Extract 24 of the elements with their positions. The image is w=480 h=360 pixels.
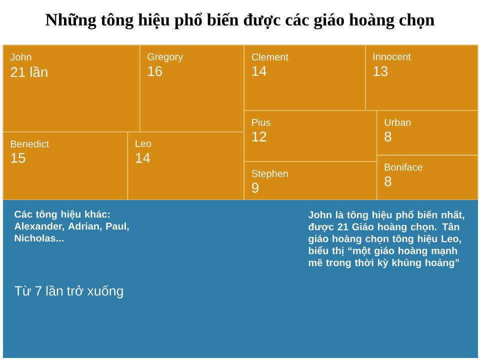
text: John là tông hiệu phổ biến nhất, được 21 Giáo hoàng chọn. Tân giáo hoàng chọn tông hiệu Leo, biểu thị “một giáo hoàng mạnh mẽ trong thời kỳ khủng hoảng” <box>308 210 464 268</box>
category-label: Gregory <box>148 53 184 62</box>
text: Từ 7 lần trở xuống <box>14 285 123 298</box>
data-label: 8 <box>384 132 392 142</box>
text: Các tông hiệu khác: Alexander, Adrian, Paul, Nicholas... <box>14 210 129 242</box>
category-label: Benedict <box>11 140 49 148</box>
data-label: 21 lần <box>10 66 48 78</box>
data-label: 9 <box>252 182 258 193</box>
category-label: Urban <box>384 118 411 126</box>
category-label: John <box>10 53 32 61</box>
text: Những tông hiệu phổ biến được các giáo hoàng chọn <box>46 12 434 30</box>
data-label: 15 <box>11 153 26 163</box>
category-label: Pius <box>252 118 270 126</box>
category-label: Stephen <box>252 170 288 180</box>
data-label: 16 <box>148 66 162 76</box>
category-label: Leo <box>136 140 152 148</box>
category-label: Boniface <box>384 163 422 171</box>
data-label: 8 <box>384 176 392 186</box>
data-label: 14 <box>252 66 266 76</box>
category-label: Innocent <box>374 53 411 60</box>
category-label: Clement <box>252 53 288 61</box>
data-label: 12 <box>252 132 266 142</box>
data-label: 14 <box>136 153 150 163</box>
data-label: 13 <box>374 66 388 76</box>
